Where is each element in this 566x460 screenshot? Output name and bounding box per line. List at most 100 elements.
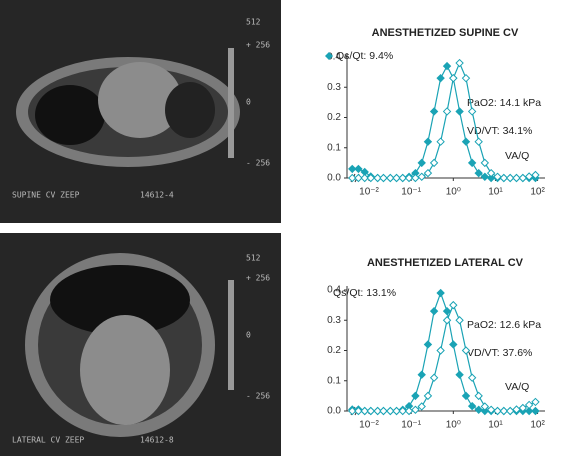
data-point bbox=[461, 73, 471, 83]
scale-label: + 256 bbox=[246, 41, 270, 50]
data-point bbox=[505, 173, 515, 183]
x-tick-label: 10⁰ bbox=[446, 420, 461, 431]
x-tick-label: 10¹ bbox=[488, 420, 503, 431]
data-point bbox=[417, 402, 426, 411]
data-point bbox=[429, 306, 439, 316]
data-point bbox=[455, 107, 464, 116]
data-point bbox=[386, 173, 395, 183]
data-point bbox=[442, 107, 452, 116]
annotation: PaO2: 14.1 kPa bbox=[467, 97, 541, 109]
data-point bbox=[486, 168, 496, 178]
data-point bbox=[524, 406, 534, 416]
data-point bbox=[480, 158, 490, 168]
x-tick-label: 10² bbox=[530, 420, 545, 431]
scan-caption: LATERAL CV ZEEP bbox=[12, 436, 84, 445]
data-point bbox=[436, 346, 445, 355]
data-point bbox=[366, 173, 375, 183]
data-point bbox=[486, 405, 496, 414]
annotation: PaO2: 12.6 kPa bbox=[467, 319, 541, 331]
data-point bbox=[398, 173, 407, 183]
scale-label: 0 bbox=[246, 98, 251, 107]
data-point bbox=[429, 373, 439, 382]
data-point bbox=[518, 403, 528, 413]
data-point bbox=[429, 158, 439, 168]
data-point bbox=[512, 405, 521, 414]
data-point bbox=[467, 158, 477, 168]
scale-label: 0 bbox=[246, 331, 251, 340]
data-point bbox=[474, 405, 483, 414]
ct-scan: 512 + 256 0 - 256 LATERAL CV ZEEP 14612-8 bbox=[0, 233, 281, 456]
x-tick-label: 10⁰ bbox=[446, 187, 461, 198]
data-point bbox=[461, 137, 471, 146]
data-point bbox=[423, 340, 433, 349]
chart-title: ANESTHETIZED SUPINE CV bbox=[372, 27, 519, 39]
data-point bbox=[480, 402, 490, 411]
data-point bbox=[354, 406, 363, 416]
data-point bbox=[411, 391, 420, 401]
data-point bbox=[423, 391, 433, 401]
annotation: VD/VT: 34.1% bbox=[467, 125, 532, 137]
data-point bbox=[493, 172, 502, 181]
x-tick-label: 10² bbox=[530, 187, 545, 198]
scale-label: 512 bbox=[246, 18, 261, 27]
data-point bbox=[436, 288, 445, 298]
y-tick-label: 0.0 bbox=[327, 173, 341, 184]
data-point bbox=[354, 164, 363, 174]
data-point bbox=[436, 73, 445, 83]
data-point bbox=[461, 391, 471, 401]
y-tick-label: 0.4 bbox=[327, 285, 341, 296]
data-point bbox=[392, 406, 401, 416]
data-point bbox=[499, 406, 509, 416]
annotation: Qs/Qt: 9.4% bbox=[336, 50, 393, 62]
data-point bbox=[474, 391, 483, 401]
data-point bbox=[392, 173, 401, 183]
data-point bbox=[348, 164, 357, 174]
scan-id: 14612-8 bbox=[140, 436, 174, 445]
data-point bbox=[480, 172, 490, 181]
data-point bbox=[348, 406, 357, 416]
chart-title: ANESTHETIZED LATERAL CV bbox=[367, 257, 524, 269]
x-tick-label: 10⁻¹ bbox=[401, 187, 421, 198]
annotation: VA/Q bbox=[505, 150, 529, 162]
data-point bbox=[379, 173, 388, 183]
scan-caption: SUPINE CV ZEEP bbox=[12, 191, 80, 200]
scale-label: - 256 bbox=[246, 159, 270, 168]
annotation: VD/VT: 37.6% bbox=[467, 347, 532, 359]
data-point bbox=[505, 406, 515, 416]
y-tick-label: 0.3 bbox=[327, 82, 341, 93]
x-tick-label: 10⁻² bbox=[359, 420, 379, 431]
y-tick-label: 0.1 bbox=[327, 375, 341, 386]
annotation: Qs/Qt: 13.1% bbox=[333, 287, 396, 299]
data-point bbox=[417, 158, 426, 168]
data-point bbox=[417, 370, 426, 379]
data-point bbox=[423, 168, 433, 178]
x-tick-label: 10⁻¹ bbox=[401, 420, 421, 431]
data-point bbox=[512, 173, 521, 183]
data-point bbox=[467, 107, 477, 116]
x-tick-label: 10⁻² bbox=[359, 187, 379, 198]
annotation: VA/Q bbox=[505, 381, 529, 393]
data-point bbox=[449, 73, 458, 83]
y-tick-label: 0.1 bbox=[327, 142, 341, 153]
data-point bbox=[455, 370, 464, 379]
data-point bbox=[474, 137, 483, 146]
y-tick-label: 0.2 bbox=[327, 345, 341, 356]
data-point bbox=[531, 170, 540, 180]
data-point bbox=[524, 172, 534, 181]
data-point bbox=[531, 397, 540, 407]
data-point bbox=[442, 61, 452, 71]
scale-label: - 256 bbox=[246, 392, 270, 401]
data-point bbox=[455, 316, 464, 325]
data-point bbox=[360, 406, 369, 416]
data-point bbox=[379, 406, 388, 416]
data-point bbox=[493, 406, 502, 416]
data-point bbox=[366, 406, 375, 416]
data-point bbox=[373, 173, 382, 183]
data-point bbox=[360, 173, 369, 183]
data-point bbox=[531, 406, 540, 416]
y-tick-label: 0.2 bbox=[327, 112, 341, 123]
x-tick-label: 10¹ bbox=[488, 187, 503, 198]
data-point bbox=[436, 137, 445, 146]
data-point bbox=[411, 173, 420, 183]
